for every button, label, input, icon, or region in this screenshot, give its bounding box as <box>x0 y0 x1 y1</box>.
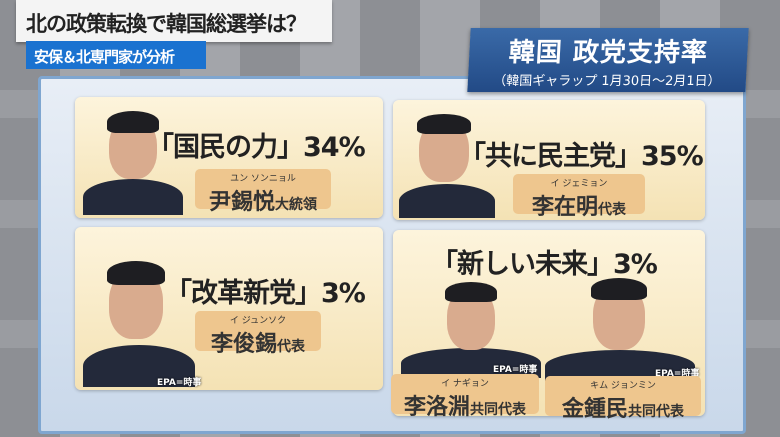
person-title: 代表 <box>277 339 305 355</box>
name-tag: イ ジェミョン李在明代表 <box>513 174 645 220</box>
party-name: 「新しい未来」3% <box>431 249 658 280</box>
person-name: 李俊錫 <box>210 332 277 357</box>
photo-yoon <box>79 103 187 215</box>
person-name: 李在明 <box>531 195 598 220</box>
name-tag: ユン ソンニョル尹錫悦大統領 <box>195 169 331 215</box>
person-name: 尹錫悦 <box>208 190 275 215</box>
person-title: 大統領 <box>275 197 317 213</box>
party-card-reform: EPA=時事 「改革新党」3% イ ジュンソク李俊錫代表 <box>75 227 383 390</box>
title-source: （韓国ギャラップ 1月30日〜2月1日） <box>492 74 722 89</box>
party-card-new-future: 「新しい未来」3% EPA=時事 EPA=時事 イ ナギョン 李洛淵共同代表 キム… <box>391 230 705 422</box>
photo-lee-jae-myung <box>397 106 497 218</box>
party-card-dpk: 「共に民主党」35% イ ジェミョン李在明代表 <box>393 100 705 220</box>
name-tag: イ ジュンソク李俊錫代表 <box>195 311 321 357</box>
person-title: 共同代表 <box>628 404 684 420</box>
person-title: 共同代表 <box>470 402 526 418</box>
name-reading: イ ジュンソク <box>229 316 287 326</box>
name-tag: キム ジョンミン金鍾民共同代表 <box>545 376 701 422</box>
name-reading: イ ジェミョン <box>550 179 608 189</box>
party-name: 「共に民主党」35% <box>459 141 704 172</box>
photo-credit: EPA=時事 <box>655 369 700 379</box>
person-name: 李洛淵 <box>403 395 470 420</box>
photo-credit: EPA=時事 <box>493 365 538 375</box>
party-card-ppp: 「国民の力」34% ユン ソンニョル尹錫悦大統領 <box>75 97 383 218</box>
name-reading: イ ナギョン <box>441 379 489 389</box>
title-box: 韓国 政党支持率 （韓国ギャラップ 1月30日〜2月1日） <box>467 28 749 92</box>
subheadline: 安保＆北専門家が分析 <box>26 41 206 69</box>
title: 韓国 政党支持率 <box>508 38 709 68</box>
name-reading: ユン ソンニョル <box>230 174 296 184</box>
photo-lee-jun-seok <box>79 249 199 387</box>
photo-credit: EPA=時事 <box>157 378 202 388</box>
person-title: 代表 <box>598 202 626 218</box>
party-name: 「改革新党」3% <box>165 278 366 309</box>
photo-lee-nak-yon <box>401 278 541 378</box>
party-name: 「国民の力」34% <box>147 132 366 163</box>
name-tag: イ ナギョン李洛淵共同代表 <box>391 374 539 420</box>
name-reading: キム ジョンミン <box>590 381 656 391</box>
person-name: 金鍾民 <box>561 397 628 422</box>
headline: 北の政策転換で韓国総選挙は？ <box>16 0 332 42</box>
